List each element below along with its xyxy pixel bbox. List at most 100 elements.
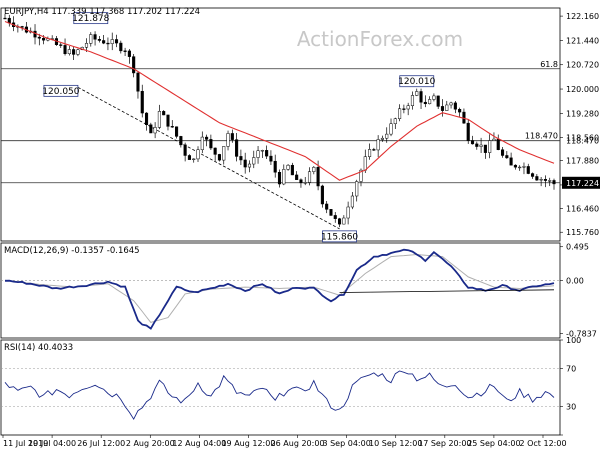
- candle-body: [359, 169, 363, 182]
- candle-body: [458, 108, 462, 113]
- candles: [3, 13, 556, 228]
- candle-body: [543, 179, 547, 181]
- candle-body: [376, 139, 380, 151]
- candle-body: [102, 40, 106, 44]
- price-y-tick-label: 121.440: [566, 36, 599, 45]
- macd-panel: 0.495 0.00 -0.7837: [1, 243, 597, 339]
- candle-body: [346, 206, 350, 219]
- macd-header: MACD(12,26,9) -0.1357 -0.1645: [4, 246, 140, 256]
- annotation-box: [399, 75, 435, 88]
- price-y-tick-label: 120.000: [566, 85, 599, 94]
- candle-body: [389, 123, 393, 135]
- candle-body: [209, 139, 213, 149]
- candle-body: [526, 166, 530, 174]
- candle-body: [166, 114, 170, 127]
- candle-body: [333, 215, 337, 219]
- annotation-box: [73, 12, 109, 25]
- candle-body: [320, 185, 324, 205]
- candle-body: [548, 180, 552, 182]
- candle-body: [432, 95, 436, 100]
- rsi-line: [4, 370, 555, 421]
- candle-body: [535, 176, 539, 181]
- candle-body: [119, 42, 123, 52]
- candle-body: [295, 174, 299, 180]
- candle-body: [136, 72, 140, 92]
- candle-body: [256, 150, 260, 158]
- candle-body: [277, 171, 282, 185]
- last-price-label: 117.224: [566, 179, 599, 188]
- candle-body: [7, 17, 11, 24]
- x-tick-label: 17 Sep 20:00: [418, 439, 471, 448]
- candle-body: [63, 45, 67, 55]
- candle-body: [37, 36, 41, 39]
- candle-body: [170, 126, 174, 128]
- candle-body: [153, 127, 157, 134]
- candle-body: [265, 150, 269, 157]
- watermark: ActionForex.com: [297, 27, 463, 51]
- candle-body: [329, 209, 333, 216]
- candle-body: [243, 159, 247, 168]
- candle-body: [157, 111, 161, 128]
- annotation-label: 120.050: [42, 87, 79, 97]
- x-tick-label: 12 Aug 04:00: [172, 439, 226, 448]
- level-label: 61.8: [540, 60, 558, 69]
- annotation-label: 120.010: [398, 77, 435, 87]
- candle-body: [350, 195, 354, 208]
- candle-body: [406, 105, 410, 110]
- candle-body: [205, 136, 209, 140]
- candle-body: [483, 144, 487, 153]
- price-y-tick-label: 120.720: [566, 61, 599, 70]
- candle-body: [299, 179, 303, 184]
- candle-body: [419, 91, 423, 103]
- candle-body: [492, 138, 496, 141]
- candle-body: [522, 166, 526, 168]
- candle-body: [42, 37, 46, 41]
- moving-average-line: [4, 20, 555, 181]
- candle-body: [488, 140, 492, 153]
- price-y-tick-label: 115.760: [566, 228, 599, 237]
- x-tick-label: 11 Jul 2019: [3, 439, 48, 448]
- candle-body: [140, 90, 144, 114]
- candle-body: [518, 166, 522, 169]
- candle-body: [175, 126, 179, 137]
- level-label: 118.470: [525, 132, 558, 141]
- candle-body: [183, 144, 187, 156]
- candle-body: [252, 157, 256, 165]
- rsi-panel-frame: [0, 339, 561, 436]
- candle-body: [106, 42, 110, 45]
- candle-body: [475, 143, 479, 147]
- candle-body: [466, 122, 470, 141]
- macd-signal-line: [4, 253, 555, 323]
- candle-body: [385, 133, 389, 139]
- candle-body: [230, 133, 234, 140]
- price-panel-frame: [0, 7, 561, 242]
- candle-body: [226, 133, 230, 147]
- candle-body: [260, 150, 264, 152]
- candle-body: [89, 34, 93, 44]
- x-tick-label: 26 Jul 12:00: [77, 439, 125, 448]
- candle-body: [393, 118, 397, 124]
- candle-body: [342, 217, 346, 225]
- price-y-tick-label: 116.460: [566, 205, 599, 214]
- macd-line: [4, 248, 555, 330]
- candle-body: [217, 154, 222, 161]
- candle-body: [316, 167, 320, 187]
- candle-body: [539, 179, 543, 181]
- candle-body: [398, 108, 402, 119]
- candle-body: [282, 169, 286, 185]
- macd-panel-frame: [0, 242, 561, 339]
- candle-body: [303, 182, 307, 184]
- price-header: EURJPY,H4 117.339 117.368 117.202 117.22…: [4, 7, 200, 17]
- level-value-label: 118.470: [566, 137, 599, 146]
- candle-body: [410, 95, 415, 106]
- candle-body: [449, 102, 453, 106]
- candle-body: [325, 203, 329, 210]
- rsi-y-tick-label: 100: [566, 336, 581, 345]
- x-tick-label: 19 Jul 04:00: [28, 439, 76, 448]
- annotation-box: [322, 230, 357, 243]
- candle-body: [380, 137, 384, 140]
- candle-body: [307, 171, 312, 183]
- candle-body: [513, 164, 517, 168]
- candle-body: [273, 160, 277, 173]
